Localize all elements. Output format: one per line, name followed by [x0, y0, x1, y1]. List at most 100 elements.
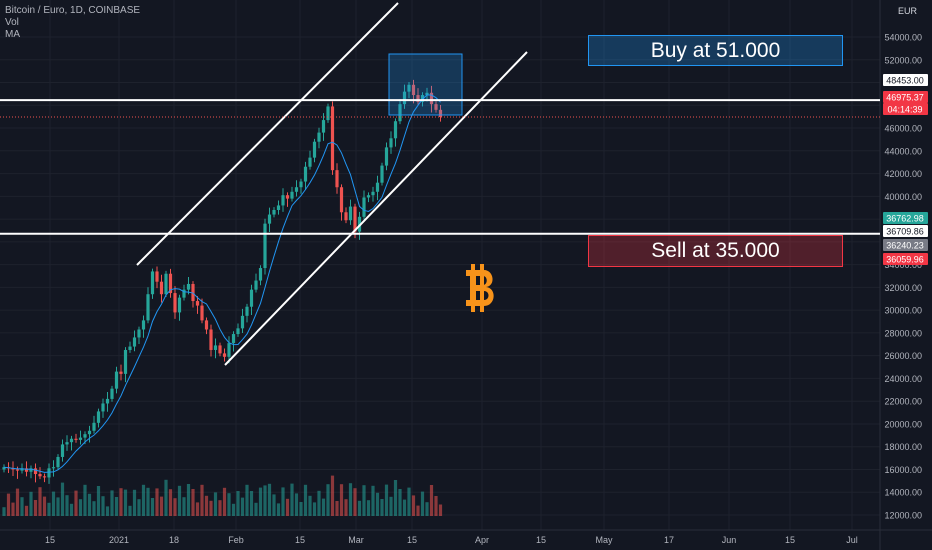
sell-callout[interactable]: Sell at 35.000	[588, 235, 843, 267]
candle-body[interactable]	[209, 329, 213, 350]
candle-body[interactable]	[83, 434, 87, 438]
candle-body[interactable]	[15, 469, 20, 471]
candle-body[interactable]	[33, 468, 38, 475]
candle-body[interactable]	[240, 315, 245, 329]
candle-body[interactable]	[380, 165, 384, 183]
candle-body[interactable]	[411, 84, 416, 96]
candle-body[interactable]	[191, 283, 195, 302]
candle-body[interactable]	[249, 289, 254, 307]
candle-body[interactable]	[339, 187, 344, 213]
candle-body[interactable]	[38, 474, 42, 477]
candle-body[interactable]	[51, 467, 56, 469]
candle-body[interactable]	[78, 437, 83, 440]
candle-body[interactable]	[317, 132, 321, 142]
candle-body[interactable]	[231, 334, 236, 344]
candle-body[interactable]	[96, 411, 101, 423]
candle-body[interactable]	[204, 320, 209, 330]
candle-body[interactable]	[92, 422, 96, 431]
lower-channel-line[interactable]	[224, 51, 528, 366]
candle-body[interactable]	[128, 346, 132, 350]
candle-body[interactable]	[200, 305, 204, 321]
candle-body[interactable]	[56, 456, 60, 468]
candle-body[interactable]	[438, 109, 443, 117]
candle-body[interactable]	[375, 182, 380, 192]
candle-body[interactable]	[182, 289, 186, 298]
moving-average-label[interactable]: MA	[5, 29, 20, 40]
candle-body[interactable]	[47, 468, 51, 478]
upper-channel-line[interactable]	[136, 2, 399, 266]
candle-body[interactable]	[119, 371, 123, 374]
candle-body[interactable]	[173, 293, 177, 313]
candle-body[interactable]	[276, 205, 281, 210]
candle-body[interactable]	[344, 212, 348, 221]
candle-body[interactable]	[429, 92, 434, 105]
candle-body[interactable]	[353, 206, 357, 232]
candle-body[interactable]	[312, 141, 317, 158]
candle-body[interactable]	[362, 197, 366, 217]
candle-body[interactable]	[110, 388, 114, 399]
candle-body[interactable]	[101, 403, 105, 412]
candle-body[interactable]	[164, 273, 168, 295]
candle-body[interactable]	[20, 468, 24, 471]
candle-body[interactable]	[384, 147, 389, 166]
candle-body[interactable]	[285, 195, 290, 199]
candle-body[interactable]	[393, 121, 398, 139]
candle-body[interactable]	[321, 120, 326, 133]
candle-body[interactable]	[146, 294, 150, 321]
candle-body[interactable]	[11, 468, 15, 470]
candle-body[interactable]	[2, 467, 6, 470]
candle-body[interactable]	[155, 271, 159, 282]
candle-body[interactable]	[290, 191, 294, 199]
candle-body[interactable]	[330, 106, 335, 171]
candle-body[interactable]	[213, 345, 218, 350]
candle-body[interactable]	[65, 442, 69, 445]
candle-body[interactable]	[186, 283, 191, 290]
candle-body[interactable]	[236, 328, 240, 335]
candle-body[interactable]	[218, 345, 222, 354]
candle-body[interactable]	[335, 170, 339, 188]
volume-indicator-label[interactable]: Vol	[5, 17, 19, 28]
candle-body[interactable]	[434, 104, 438, 110]
candle-body[interactable]	[308, 157, 312, 167]
candle-body[interactable]	[272, 209, 276, 215]
candle-body[interactable]	[263, 223, 267, 269]
candle-body[interactable]	[195, 301, 200, 306]
candle-body[interactable]	[281, 195, 285, 206]
candle-body[interactable]	[366, 195, 371, 198]
candle-body[interactable]	[141, 320, 146, 330]
candle-body[interactable]	[326, 106, 330, 121]
candle-body[interactable]	[303, 166, 308, 182]
symbol-title[interactable]: Bitcoin / Euro, 1D, COINBASE	[5, 5, 141, 16]
candle-body[interactable]	[407, 84, 411, 92]
candle-body[interactable]	[150, 271, 155, 295]
candle-body[interactable]	[258, 268, 263, 281]
candle-body[interactable]	[245, 306, 249, 316]
candle-body[interactable]	[425, 92, 429, 96]
candle-body[interactable]	[222, 353, 227, 357]
buy-callout[interactable]: Buy at 51.000	[588, 35, 843, 66]
candle-body[interactable]	[299, 181, 303, 188]
candle-body[interactable]	[132, 337, 137, 347]
candle-body[interactable]	[294, 187, 299, 192]
candle-body[interactable]	[389, 138, 393, 148]
candle-body[interactable]	[254, 280, 258, 290]
candle-body[interactable]	[42, 476, 47, 478]
candle-body[interactable]	[348, 206, 353, 221]
candle-body[interactable]	[398, 104, 402, 122]
candle-body[interactable]	[105, 398, 110, 404]
candle-body[interactable]	[371, 191, 375, 196]
candle-body[interactable]	[24, 468, 29, 472]
candle-body[interactable]	[137, 329, 141, 338]
candle-body[interactable]	[29, 468, 33, 472]
candle-body[interactable]	[267, 214, 272, 224]
candle-body[interactable]	[60, 444, 65, 457]
candle-body[interactable]	[69, 438, 74, 443]
candle-body[interactable]	[87, 430, 92, 435]
candle-body[interactable]	[416, 95, 420, 102]
candle-body[interactable]	[159, 281, 164, 295]
candle-body[interactable]	[177, 297, 182, 313]
candle-body[interactable]	[227, 343, 231, 357]
candle-body[interactable]	[123, 349, 128, 374]
candle-body[interactable]	[168, 273, 173, 294]
